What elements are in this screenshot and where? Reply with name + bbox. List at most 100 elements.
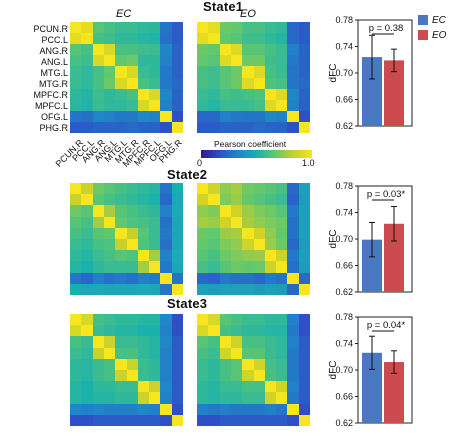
heatmap-cell	[264, 99, 277, 111]
heatmap-cell	[276, 414, 288, 426]
heatmap-cell	[253, 44, 265, 56]
heatmap-cell	[115, 216, 127, 228]
heatmap-cell	[92, 216, 104, 228]
heatmap-cell	[70, 250, 82, 262]
heatmap-cell	[242, 33, 254, 45]
heatmap-cell	[287, 358, 299, 370]
heatmap-cell	[197, 77, 209, 89]
colorbar-min-label: 0	[197, 158, 203, 168]
heatmap-cell	[81, 33, 93, 45]
heatmap-cell	[126, 238, 138, 251]
heatmap-cell	[137, 392, 150, 404]
heatmap-cell	[230, 44, 243, 56]
heatmap-cell	[149, 22, 161, 34]
heatmap-cell	[103, 194, 116, 206]
heatmap-cell	[287, 238, 299, 251]
heatmap-cell	[287, 66, 299, 78]
heatmap-cell	[197, 33, 209, 45]
heatmap-cell	[276, 381, 288, 393]
heatmap-cell	[126, 55, 138, 67]
heatmap-cell	[92, 403, 104, 415]
heatmap-cell	[92, 414, 104, 426]
heatmap-cell	[81, 238, 93, 251]
heatmap-cell	[115, 183, 127, 195]
heatmap-cell	[287, 99, 299, 111]
roi-row-label: MPFC.R	[33, 90, 69, 100]
heatmap-cell	[264, 272, 277, 284]
heatmap-cell	[92, 314, 104, 326]
heatmap-cell	[171, 250, 183, 262]
heatmap-cell	[126, 261, 138, 273]
p-value-annotation: p = 0.38	[369, 23, 404, 34]
heatmap-cell	[149, 314, 161, 326]
heatmap-cell	[81, 381, 93, 393]
heatmap-cell	[103, 369, 116, 382]
heatmap-cell	[149, 205, 161, 217]
heatmap-cell	[126, 381, 138, 393]
heatmap-cell	[276, 403, 288, 415]
heatmap-cell	[70, 183, 82, 195]
heatmap-cell	[70, 216, 82, 228]
heatmap-cell	[264, 403, 277, 415]
heatmap-cell	[298, 261, 310, 273]
heatmap-cell	[115, 283, 127, 295]
state1-title: State1	[203, 0, 244, 14]
heatmap-cell	[149, 99, 161, 111]
heatmap-cell	[298, 403, 310, 415]
heatmap-cell	[126, 77, 138, 89]
heatmap-cell	[115, 227, 127, 239]
heatmap-cell	[219, 238, 231, 251]
heatmap-cell	[81, 22, 93, 34]
eo-column-label: EO	[240, 8, 256, 20]
heatmap-cell	[197, 283, 209, 295]
heatmap-cell	[264, 88, 277, 100]
bar-eo	[384, 223, 404, 292]
heatmap-cell	[137, 414, 150, 426]
heatmap-cell	[242, 336, 254, 348]
heatmap-cell	[115, 336, 127, 348]
heatmap-cell	[160, 205, 172, 217]
heatmap-cell	[287, 250, 299, 262]
heatmap-cell	[242, 77, 254, 89]
heatmap-state2-ec	[70, 183, 183, 295]
heatmap-cell	[230, 325, 243, 337]
heatmap-cell	[160, 325, 172, 337]
heatmap-cell	[242, 227, 254, 239]
heatmap-cell	[160, 238, 172, 251]
heatmap-cell	[253, 194, 265, 206]
heatmap-cell	[103, 381, 116, 393]
heatmap-cell	[115, 110, 127, 122]
heatmap-cell	[230, 272, 243, 284]
bar-eo	[384, 362, 404, 423]
heatmap-cell	[230, 88, 243, 100]
heatmap-cell	[242, 347, 254, 359]
heatmap-cell	[276, 183, 288, 195]
heatmap-cell	[298, 227, 310, 239]
heatmap-cell	[149, 183, 161, 195]
heatmap-cell	[171, 77, 183, 89]
heatmap-cell	[149, 369, 161, 382]
heatmap-cell	[115, 369, 127, 382]
heatmap-cell	[126, 216, 138, 228]
heatmap-cell	[160, 88, 172, 100]
heatmap-cell	[160, 336, 172, 348]
heatmap-cell	[264, 283, 277, 295]
heatmap-cell	[115, 88, 127, 100]
heatmap-cell	[264, 205, 277, 217]
heatmap-cell	[137, 358, 150, 370]
heatmap-cell	[197, 347, 209, 359]
heatmap-cell	[149, 121, 161, 133]
heatmap-state3-eo	[197, 314, 310, 426]
heatmap-cell	[230, 216, 243, 228]
heatmap-cell	[253, 347, 265, 359]
heatmap-cell	[160, 381, 172, 393]
heatmap-cell	[137, 261, 150, 273]
heatmap-cell	[253, 77, 265, 89]
heatmap-cell	[137, 110, 150, 122]
heatmap-cell	[264, 314, 277, 326]
heatmap-cell	[137, 205, 150, 217]
heatmap-cell	[287, 227, 299, 239]
heatmap-cell	[219, 22, 231, 34]
heatmap-cell	[264, 22, 277, 34]
heatmap-cell	[81, 403, 93, 415]
